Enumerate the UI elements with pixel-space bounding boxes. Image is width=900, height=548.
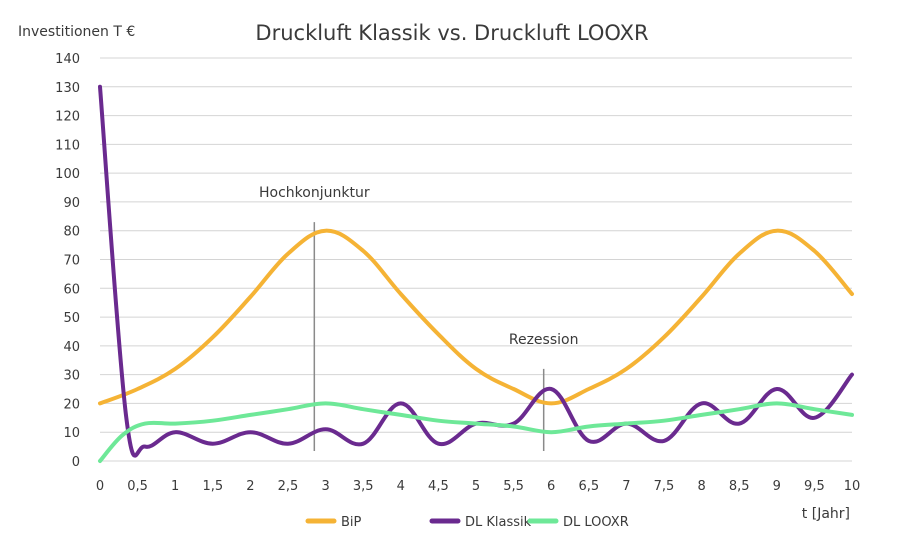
x-axis-label: t [Jahr] (802, 506, 850, 522)
x-tick-label: 4 (397, 479, 405, 494)
chart-title: Druckluft Klassik vs. Druckluft LOOXR (255, 21, 648, 45)
x-tick-label: 2 (246, 479, 254, 494)
x-tick-labels: 0 0,5 1 1,5 2 2,5 3 3,5 4 4,5 5 5,5 6 6,5 7 7,5 8 8,5 9 9,5… (96, 479, 860, 494)
y-tick-label: 0 (72, 455, 80, 470)
x-tick-label: 10 (844, 479, 861, 494)
y-tick-label: 10 (63, 426, 80, 441)
y-tick-label: 80 (63, 225, 80, 240)
series-line-bip (98, 228, 854, 406)
y-tick-labels: 0 10 20 30 40 50 60 70 80 90 100 110 120 130 140 (55, 52, 80, 470)
x-tick-label: 2,5 (278, 479, 299, 494)
y-tick-label: 130 (55, 81, 80, 96)
y-tick-label: 100 (55, 167, 80, 182)
x-tick-label: 9,5 (804, 479, 825, 494)
legend-label: DL Klassik (465, 515, 532, 530)
y-tick-label: 40 (63, 340, 80, 355)
x-tick-label: 8,5 (729, 479, 750, 494)
annotation-label: Rezession (509, 332, 579, 348)
x-tick-label: 0 (96, 479, 104, 494)
legend-label: BiP (341, 515, 362, 530)
y-tick-label: 60 (63, 282, 80, 297)
x-tick-label: 7,5 (654, 479, 675, 494)
y-tick-label: 20 (63, 397, 80, 412)
x-tick-label: 6,5 (578, 479, 599, 494)
y-tick-label: 70 (63, 254, 80, 269)
y-axis-label: Investitionen T € (18, 24, 135, 40)
gridlines (100, 57, 852, 462)
x-tick-label: 5,5 (503, 479, 524, 494)
x-tick-label: 5 (472, 479, 480, 494)
x-tick-label: 3,5 (353, 479, 374, 494)
legend: BiP DL Klassik DL LOOXR (305, 515, 629, 530)
x-tick-label: 1 (171, 479, 179, 494)
annotation-label: Hochkonjunktur (259, 185, 370, 201)
series-lines (98, 84, 854, 463)
x-tick-label: 0,5 (127, 479, 148, 494)
y-tick-label: 30 (63, 369, 80, 384)
y-tick-label: 50 (63, 311, 80, 326)
x-tick-label: 3 (321, 479, 329, 494)
legend-label: DL LOOXR (563, 515, 629, 530)
series-line-dl-klassik (98, 84, 854, 458)
x-tick-label: 8 (697, 479, 705, 494)
y-tick-label: 90 (63, 196, 80, 211)
x-tick-label: 6 (547, 479, 555, 494)
annotations: Hochkonjunktur Rezession (259, 185, 578, 451)
x-tick-label: 9 (773, 479, 781, 494)
series-line-dl-looxr (98, 401, 854, 463)
y-tick-label: 140 (55, 52, 80, 67)
x-tick-label: 7 (622, 479, 630, 494)
y-tick-label: 110 (55, 138, 80, 153)
y-tick-label: 120 (55, 110, 80, 125)
x-tick-label: 1,5 (202, 479, 223, 494)
x-tick-label: 4,5 (428, 479, 449, 494)
